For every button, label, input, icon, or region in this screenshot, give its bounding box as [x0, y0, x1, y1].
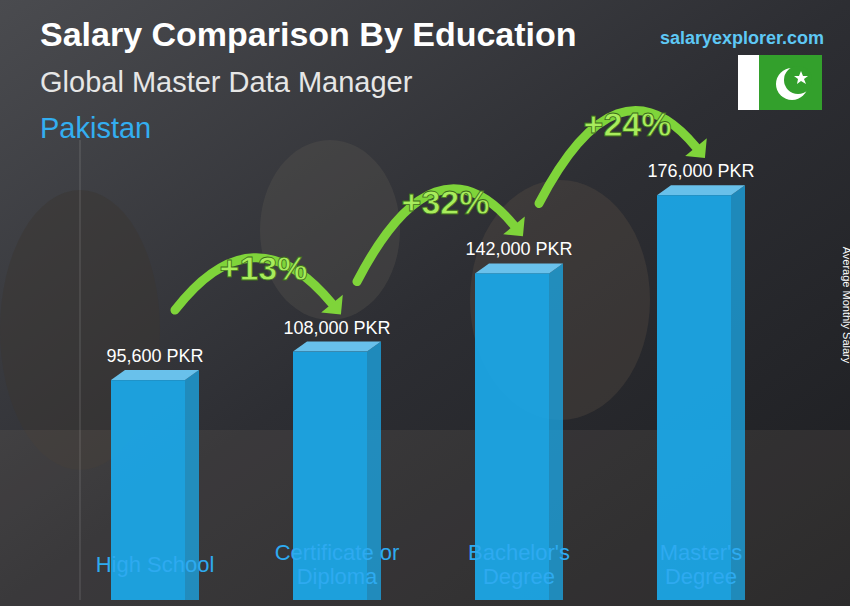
arrow-head	[685, 138, 707, 158]
annotation: +32%	[402, 183, 490, 221]
region: Pakistan	[40, 112, 151, 144]
growth-arrows: +13% +32% +24%	[175, 105, 707, 315]
flag-white	[738, 55, 759, 110]
label-line: Master's	[660, 540, 742, 565]
label-line: Degree	[483, 564, 555, 589]
bar-top	[657, 185, 745, 195]
y-axis-label: Average Monthly Salary	[841, 247, 850, 364]
label-line: Bachelor's	[468, 540, 570, 565]
label-line: Certificate or	[275, 540, 400, 565]
data-label: 176,000 PKR	[647, 161, 754, 181]
subtitle: Global Master Data Manager	[40, 66, 413, 98]
label-line: Degree	[665, 564, 737, 589]
chart: 95,600 PKR 108,000 PKR 142,000 PKR 176,000 …	[0, 0, 850, 606]
source: salaryexplorer.com	[660, 28, 824, 48]
x-tick-label: High School	[96, 552, 215, 577]
annotation: +24%	[584, 105, 672, 143]
data-label: 142,000 PKR	[465, 239, 572, 259]
background	[0, 0, 850, 606]
flag-crescent-cut	[784, 66, 812, 94]
flag-green	[759, 55, 822, 110]
bar-top	[475, 263, 563, 273]
bar-3d	[657, 185, 745, 600]
title: Salary Comparison By Education	[40, 15, 577, 53]
annotation: +13%	[220, 249, 308, 287]
flag	[738, 55, 822, 110]
label-line: High School	[96, 552, 215, 577]
bars	[111, 185, 745, 600]
data-label: 95,600 PKR	[106, 346, 203, 366]
x-tick-label: Certificate orDiploma	[275, 540, 400, 589]
flag-star	[794, 71, 808, 84]
label-line: Diploma	[297, 564, 378, 589]
x-tick-label: Master'sDegree	[660, 540, 742, 589]
y-axis-line	[80, 140, 81, 600]
data-label: 108,000 PKR	[283, 318, 390, 338]
x-tick-label: Bachelor'sDegree	[468, 540, 570, 589]
bar-top	[293, 342, 381, 352]
arrow-head	[503, 216, 525, 236]
bg-shape	[260, 140, 400, 320]
bar-top	[111, 370, 199, 380]
arrow-head	[321, 295, 343, 315]
bar-side	[731, 185, 745, 600]
